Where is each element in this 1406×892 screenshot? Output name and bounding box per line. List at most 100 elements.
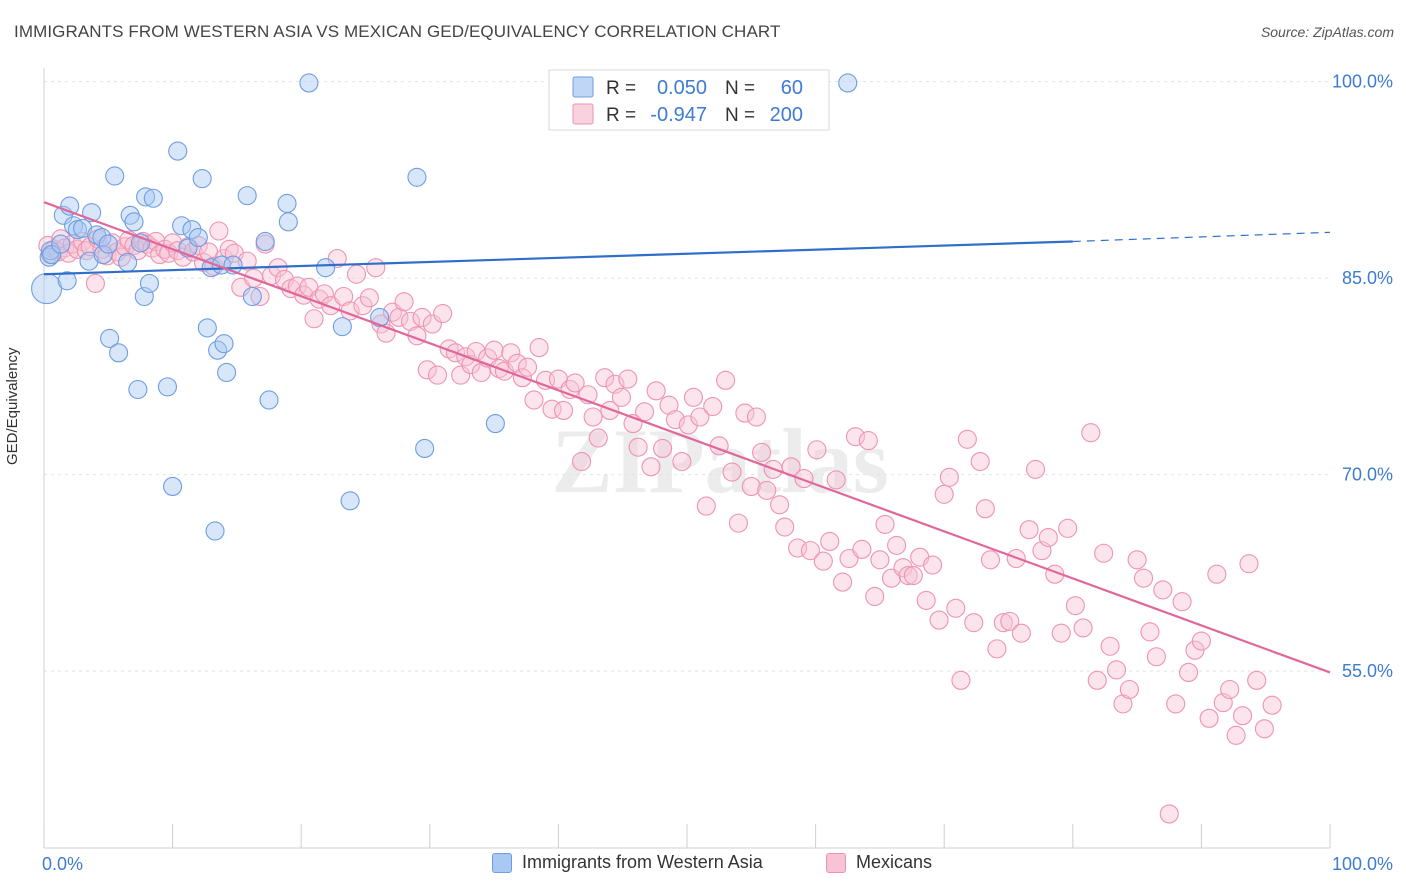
data-point <box>1100 636 1120 656</box>
data-point <box>1133 568 1154 588</box>
legend-label-western-asia: Immigrants from Western Asia <box>522 852 763 872</box>
data-point <box>118 252 138 272</box>
data-point <box>109 343 129 363</box>
legend-box <box>548 69 830 131</box>
data-point <box>394 292 414 312</box>
data-point <box>100 328 120 348</box>
data-point <box>250 286 270 307</box>
data-point <box>716 370 736 390</box>
data-point <box>980 550 1001 570</box>
data-point <box>1087 670 1107 690</box>
data-point <box>400 311 421 331</box>
data-point <box>314 284 334 304</box>
data-point <box>417 360 437 380</box>
legend-r-value: -0.947 <box>650 104 707 126</box>
data-point <box>957 429 977 449</box>
data-point <box>422 314 442 334</box>
data-point <box>728 513 748 533</box>
data-point <box>1166 694 1186 714</box>
data-point <box>946 598 966 618</box>
legend-swatch-mexicans <box>826 852 846 873</box>
data-point <box>839 548 859 569</box>
data-point <box>923 555 943 575</box>
data-point <box>433 303 453 324</box>
data-point <box>735 403 755 423</box>
data-point <box>618 369 638 389</box>
legend-r-label: R = <box>606 78 636 99</box>
data-point <box>163 476 183 496</box>
data-point <box>1094 543 1114 563</box>
data-point <box>73 218 93 238</box>
data-point <box>197 318 217 338</box>
data-point <box>583 407 603 427</box>
data-point <box>1226 725 1246 745</box>
data-point <box>794 469 814 489</box>
data-point <box>415 438 435 459</box>
data-point <box>1159 804 1179 824</box>
legend-n-label: N = <box>725 78 755 99</box>
data-point <box>524 390 544 410</box>
data-point <box>93 245 113 265</box>
data-point <box>1113 694 1133 714</box>
data-point <box>929 610 949 630</box>
x-tick-labels: 0.0% 100.0% <box>42 854 1393 874</box>
data-point <box>366 258 386 278</box>
data-point <box>903 565 923 586</box>
data-point <box>696 496 716 516</box>
data-point <box>800 541 821 561</box>
data-point <box>852 539 872 559</box>
data-point <box>182 220 202 240</box>
data-point <box>353 296 373 316</box>
x-tick-label: 0.0% <box>42 854 83 874</box>
data-point <box>838 73 858 93</box>
data-point <box>79 251 99 271</box>
data-point <box>85 273 105 293</box>
data-point <box>98 234 118 254</box>
legend-stats: R = 0.050 N = 60 R = -0.947 N = 200 <box>548 69 830 131</box>
data-point <box>205 521 225 541</box>
data-point <box>659 395 679 415</box>
data-point <box>412 307 432 328</box>
trend-lines <box>43 201 1331 674</box>
data-point <box>757 480 777 500</box>
data-point <box>172 216 192 236</box>
data-point <box>665 410 685 430</box>
data-point <box>600 400 620 421</box>
data-point <box>237 186 257 206</box>
y-tick-label: 70.0% <box>1342 465 1393 485</box>
data-point <box>820 531 840 552</box>
y-tick-label: 55.0% <box>1342 661 1393 681</box>
data-point <box>858 431 878 451</box>
data-point <box>887 535 907 555</box>
data-point <box>168 141 188 161</box>
legend-stat-swatch <box>572 103 594 125</box>
data-point <box>188 227 208 248</box>
data-point <box>485 414 505 434</box>
series-mexicans-points <box>38 221 1282 824</box>
legend-item-western-asia: Immigrants from Western Asia <box>492 852 763 873</box>
data-point <box>217 362 237 383</box>
data-point <box>340 491 360 511</box>
data-point <box>370 307 390 328</box>
x-tick-label: 100.0% <box>1332 854 1393 874</box>
data-point <box>1178 662 1199 683</box>
data-point <box>157 377 178 397</box>
data-point <box>553 400 574 421</box>
data-point <box>407 167 427 187</box>
data-point <box>1019 520 1039 540</box>
data-point <box>951 670 971 690</box>
data-point <box>1000 611 1020 631</box>
data-point <box>278 212 298 232</box>
legend-swatch-western-asia <box>492 852 512 873</box>
data-point <box>595 368 615 388</box>
data-point <box>39 247 59 267</box>
data-point <box>898 565 918 586</box>
legend-n-value: 200 <box>770 104 803 126</box>
data-point <box>359 288 379 308</box>
data-point <box>1106 660 1127 680</box>
data-point <box>136 187 156 207</box>
trend-line <box>43 201 1331 674</box>
data-point <box>237 251 257 271</box>
data-point <box>628 437 648 457</box>
legend-n-value: 60 <box>781 77 803 99</box>
